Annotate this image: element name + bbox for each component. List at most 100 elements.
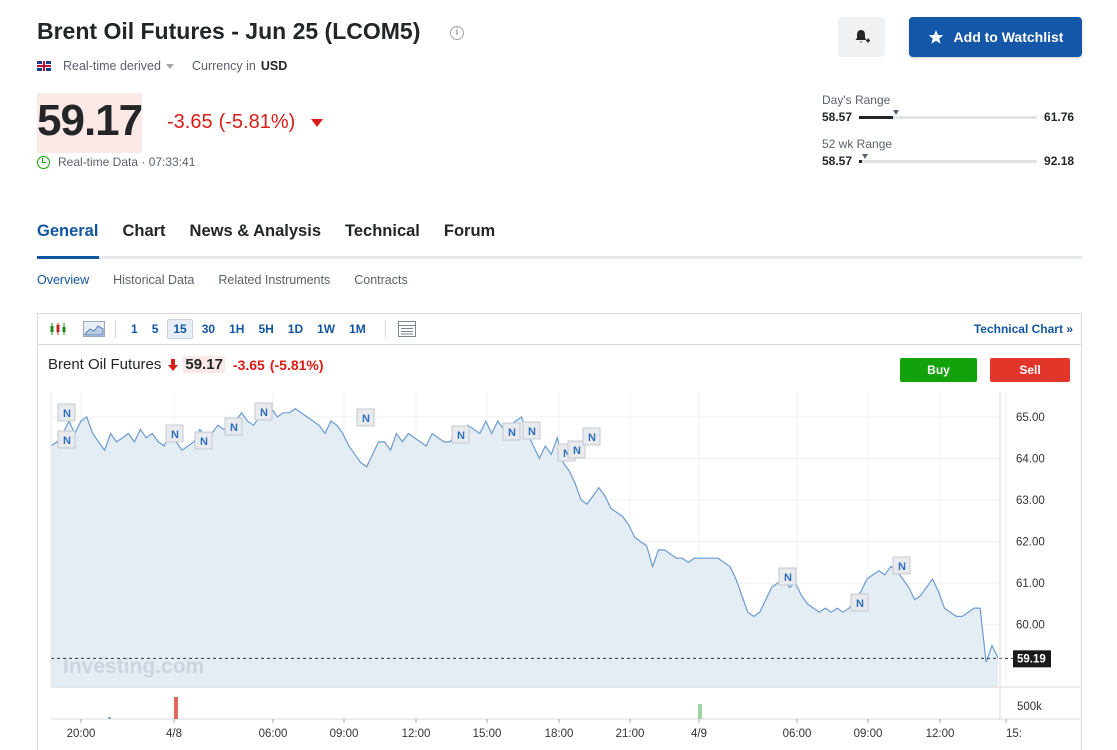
x-tick-label: 15:00 [473, 728, 502, 740]
subtab-historical-data[interactable]: Historical Data [113, 273, 195, 287]
tab-forum[interactable]: Forum [443, 222, 496, 240]
investing-watermark: Investing.com [63, 655, 204, 678]
x-tick-label: 4/8 [166, 728, 182, 740]
news-marker-box [254, 402, 273, 421]
week52-range-fill [859, 159, 863, 163]
timeframe-1d[interactable]: 1D [287, 322, 304, 336]
add-to-watchlist-button[interactable]: Add to Watchlist [909, 17, 1082, 57]
news-marker-box [57, 403, 76, 422]
volume-bar [698, 704, 702, 719]
news-marker-label: N [200, 436, 208, 448]
instrument-title: Brent Oil Futures - Jun 25 (LCOM5) [37, 18, 421, 44]
week52-range-high: 92.18 [1044, 154, 1075, 168]
candlestick-icon[interactable] [47, 320, 69, 338]
news-marker-box [451, 425, 470, 444]
news-marker[interactable]: N [892, 556, 911, 575]
news-marker[interactable]: N [582, 427, 601, 446]
tab-news-analysis[interactable]: News & Analysis [189, 222, 321, 240]
toolbar-divider [115, 320, 116, 338]
news-marker-label: N [171, 429, 179, 441]
y-tick-label: 62.00 [1016, 537, 1045, 549]
timeframe-1m[interactable]: 1M [349, 322, 366, 336]
volume-bar [174, 697, 178, 719]
main-tabs: General Chart News & Analysis Technical … [37, 222, 495, 241]
news-marker[interactable]: N [57, 403, 76, 422]
news-marker-label: N [457, 430, 465, 442]
news-marker-box [522, 421, 541, 440]
timeframe-1w[interactable]: 1W [317, 322, 336, 336]
days-range-low: 58.57 [822, 110, 853, 124]
tab-technical[interactable]: Technical [345, 222, 420, 240]
subtab-overview[interactable]: Overview [37, 273, 90, 287]
news-marker-label: N [230, 422, 238, 434]
x-tick-label: 4/9 [691, 728, 707, 740]
news-marker-box [892, 556, 911, 575]
x-tick-label: 09:00 [854, 728, 883, 740]
news-marker-box [850, 593, 869, 612]
news-marker-box [194, 431, 213, 450]
technical-chart-label: Technical Chart [973, 322, 1063, 336]
volume-bar [108, 717, 111, 719]
week52-range-label: 52 wk Range [822, 137, 893, 151]
tab-general[interactable]: General [37, 222, 99, 240]
table-view-icon[interactable] [396, 320, 418, 338]
news-marker[interactable]: N [254, 402, 273, 421]
days-range-high: 61.76 [1044, 110, 1075, 124]
currency-label: Currency in [191, 59, 256, 73]
area-chart-icon[interactable] [83, 320, 105, 338]
timeframe-1h[interactable]: 1H [229, 322, 245, 336]
last-price: 59.17 [37, 96, 143, 145]
days-range-bar [859, 109, 1038, 119]
y-tick-label: 65.00 [1016, 412, 1045, 424]
tab-chart[interactable]: Chart [122, 222, 166, 240]
price-chart[interactable]: Investing.com 65.00 64.00 63.00 62.00 61.00 60… [38, 314, 1081, 750]
price-change: -3.65 (-5.81%) [167, 111, 324, 134]
chevron-down-icon[interactable] [165, 63, 174, 69]
news-marker-label: N [856, 598, 864, 610]
x-tick-label: 06:00 [259, 728, 288, 740]
timeframe-1[interactable]: 1 [131, 322, 138, 336]
x-tick-label: 12:00 [402, 728, 431, 740]
news-marker-box [582, 427, 601, 446]
news-marker[interactable]: N [502, 422, 521, 441]
uk-flag-icon [37, 61, 51, 71]
tabs-divider [37, 256, 1082, 259]
subtab-related-instruments[interactable]: Related Instruments [218, 273, 331, 287]
news-marker[interactable]: N [57, 430, 76, 449]
sell-button[interactable]: Sell [990, 358, 1070, 382]
timeframe-30[interactable]: 30 [201, 322, 216, 336]
news-marker[interactable]: N [194, 431, 213, 450]
news-marker[interactable]: N [224, 417, 243, 436]
news-marker[interactable]: N [522, 421, 541, 440]
news-marker[interactable]: N [451, 425, 470, 444]
price-highlight [37, 93, 142, 153]
news-marker-label: N [784, 572, 792, 584]
toolbar-divider [384, 320, 386, 338]
timeframe-5[interactable]: 5 [151, 322, 159, 336]
news-marker-box [165, 424, 184, 443]
news-marker[interactable]: N [567, 440, 586, 459]
currency-value: USD [260, 59, 288, 73]
news-marker-label: N [508, 427, 516, 439]
quote-meta: Real-time derived Currency in USD [37, 59, 287, 73]
news-marker-label: N [573, 445, 581, 457]
technical-chart-link[interactable]: Technical Chart » [974, 322, 1073, 336]
subtab-contracts[interactable]: Contracts [354, 273, 408, 287]
news-marker[interactable]: N [850, 593, 869, 612]
news-marker-label: N [528, 426, 536, 438]
chart-change: -3.65 [232, 356, 265, 373]
info-icon[interactable]: i [450, 26, 464, 40]
timeframe-5h[interactable]: 5H [258, 322, 274, 336]
news-marker[interactable]: N [356, 408, 375, 427]
buy-button[interactable]: Buy [900, 358, 977, 382]
price-alert-button[interactable] [838, 17, 885, 57]
days-range-marker [892, 109, 899, 115]
news-marker[interactable]: N [778, 567, 797, 586]
data-source-selector[interactable]: Real-time derived [63, 59, 161, 73]
days-range: Day's Range 58.57 61.76 [822, 93, 1074, 124]
week52-range-marker [862, 153, 869, 159]
news-marker-box [224, 417, 243, 436]
news-marker[interactable]: N [165, 424, 184, 443]
timeframe-15[interactable]: 15 [167, 319, 193, 339]
star-icon [928, 30, 943, 44]
